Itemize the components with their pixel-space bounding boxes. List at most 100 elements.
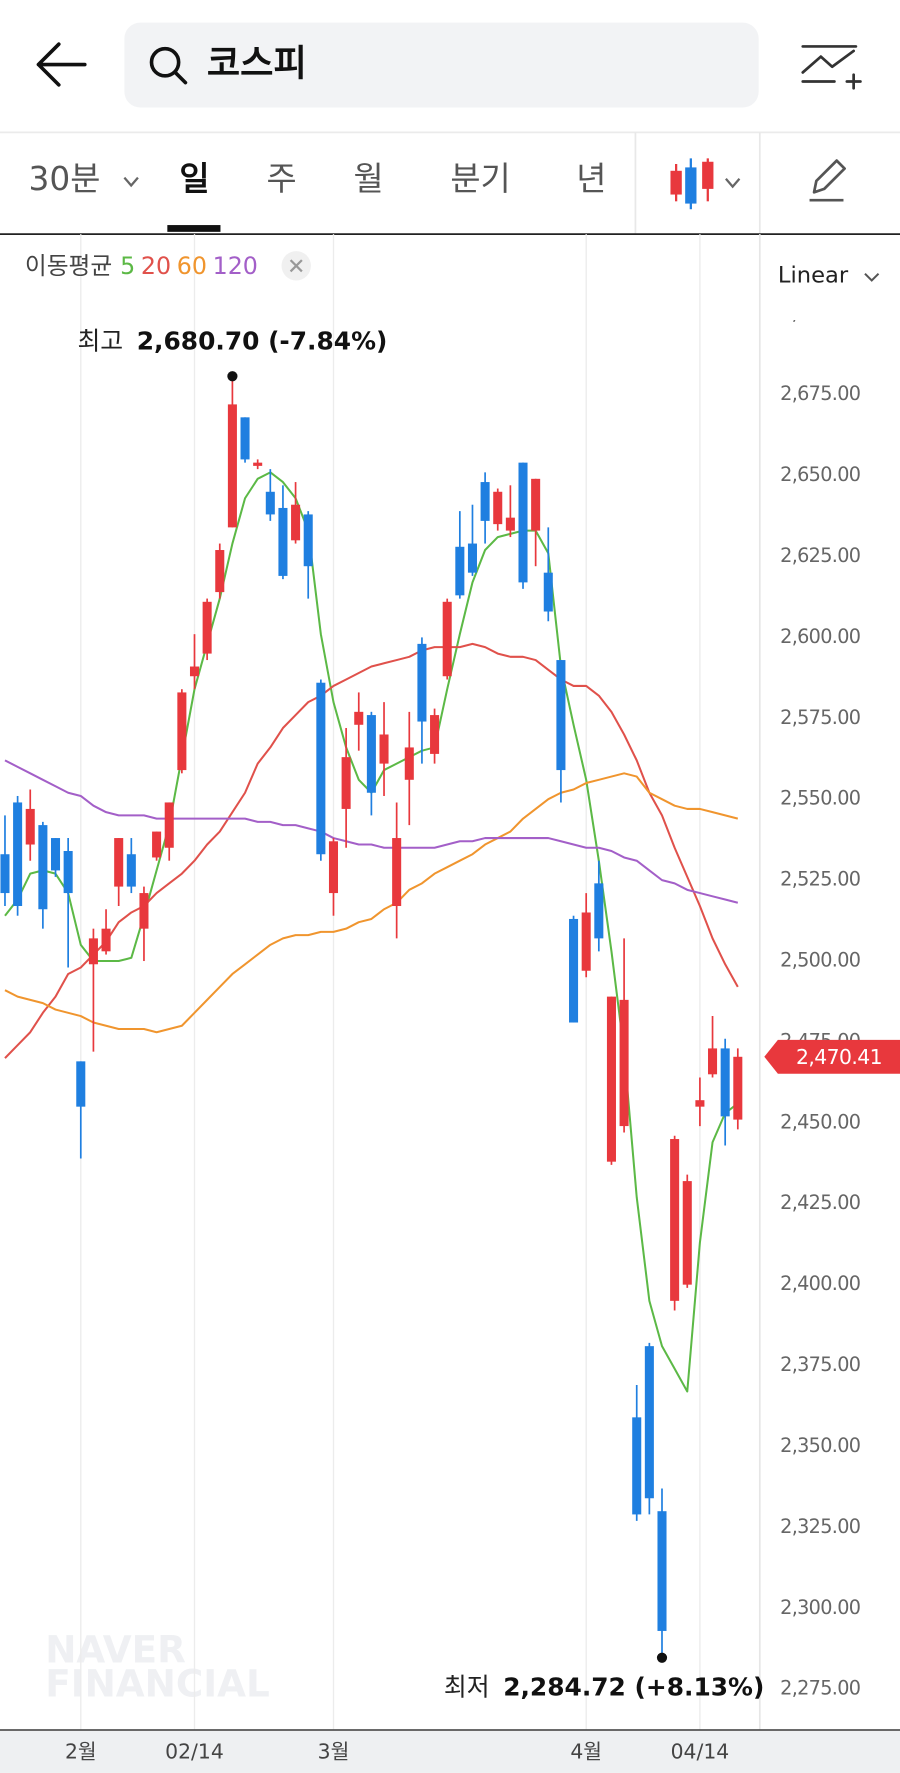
tab[interactable]: 주 — [266, 160, 296, 198]
candle-body — [720, 1048, 730, 1117]
candle-body — [328, 841, 339, 894]
candle-body — [480, 482, 490, 521]
tab[interactable]: 월 — [354, 160, 384, 198]
candle-body — [670, 1139, 680, 1301]
search-icon — [149, 46, 188, 85]
x-tick-label: 04/14 — [671, 1740, 730, 1764]
compare-button[interactable] — [801, 45, 862, 90]
candle-body — [366, 715, 376, 793]
legend-entry: 60 — [177, 251, 207, 279]
extreme-caption: 최저 — [444, 1672, 490, 1701]
x-axis-band — [0, 1729, 900, 1773]
candle-body — [152, 831, 162, 858]
candle-body — [543, 572, 553, 612]
extreme-value: 2,284.72 (+8.13%) — [503, 1672, 764, 1701]
candle-body — [164, 802, 174, 848]
candle-body — [619, 999, 629, 1127]
watermark-text: NAVER — [45, 1627, 186, 1671]
tab[interactable]: 일 — [179, 160, 209, 198]
candle-body — [467, 543, 477, 573]
y-tick-label: 2,275.00 — [780, 1677, 860, 1700]
candle-body — [392, 838, 402, 907]
extreme-dot — [227, 371, 238, 382]
search-box[interactable] — [124, 22, 759, 108]
legend-title: 이동평균 — [25, 251, 112, 279]
legend-entry: 120 — [213, 251, 258, 279]
candle-body — [404, 747, 414, 780]
candle-body — [189, 666, 200, 677]
candle-body — [303, 514, 313, 567]
candle-body — [88, 938, 98, 965]
ma-line — [4, 772, 739, 1034]
y-tick-label: 2,575.00 — [780, 706, 860, 729]
candle-body — [569, 918, 579, 1023]
candle-body — [101, 928, 111, 952]
candle-body — [379, 734, 389, 764]
watermark-text: FINANCIAL — [45, 1661, 270, 1705]
candle-body — [202, 601, 212, 654]
candle-body — [442, 601, 452, 677]
back-button[interactable] — [36, 42, 87, 87]
y-tick-label: 2,400.00 — [780, 1272, 860, 1295]
candle-body — [581, 912, 591, 971]
price-tag-label: 2,470.41 — [796, 1045, 882, 1069]
candles — [0, 376, 743, 1658]
candle-body — [63, 850, 73, 894]
candle-body — [518, 462, 528, 583]
y-axis: 2,275.00 2,300.00 2,325.00 2,350.00 2,375.00… — [780, 320, 861, 1700]
y-tick-label: 2,325.00 — [780, 1515, 860, 1538]
candle-body — [417, 643, 427, 722]
extreme-value: 2,680.70 (-7.84%) — [137, 326, 388, 355]
chevron — [864, 272, 880, 282]
candle-body — [38, 825, 48, 910]
draw-button[interactable] — [809, 159, 846, 202]
x-tick-label: 2월 — [65, 1740, 97, 1764]
ma-line — [4, 642, 739, 1059]
legend-entry: 5 — [120, 251, 135, 279]
candle-body — [291, 504, 301, 541]
candle-body — [13, 802, 23, 907]
candle-body — [430, 715, 440, 754]
y-tick-label: 2,425.00 — [780, 1191, 860, 1214]
extreme-label: 최고 2,680.70 (-7.84%) — [77, 326, 387, 355]
y-tick-label: 2,300.00 — [780, 1596, 860, 1619]
candle-body — [505, 517, 515, 531]
extreme-caption: 최고 — [77, 326, 123, 355]
tab[interactable]: 년 — [576, 160, 606, 198]
y-tick-label: 2,550.00 — [780, 787, 860, 810]
extreme-label: 최저 2,284.72 (+8.13%) — [444, 1672, 764, 1701]
candle-body — [556, 660, 566, 771]
candle-body — [733, 1056, 743, 1120]
candle-body — [265, 491, 275, 515]
extreme-dot — [656, 1652, 668, 1663]
grid — [80, 234, 701, 1730]
chart-type-button[interactable] — [670, 158, 741, 210]
candle-body — [531, 478, 541, 531]
tab-bar: 30분 일 주 월 분기 년 — [29, 160, 607, 198]
candle-body — [240, 417, 250, 460]
search-text[interactable]: 코스피 — [207, 42, 307, 85]
moving-averages — [4, 471, 739, 1393]
tab[interactable]: 30분 — [29, 160, 101, 198]
y-tick-label: 2,650.00 — [780, 463, 860, 486]
candle-body — [594, 883, 604, 939]
tab[interactable]: 분기 — [450, 160, 510, 198]
x-tick-label: 02/14 — [165, 1740, 224, 1764]
scale-mode[interactable]: Linear — [778, 262, 849, 288]
candle-body — [682, 1181, 692, 1285]
candle-body — [632, 1417, 642, 1515]
candle-body — [493, 491, 503, 525]
candle-body — [0, 854, 10, 894]
legend-close[interactable] — [281, 251, 311, 281]
y-tick-label: 2,350.00 — [780, 1434, 860, 1457]
candle-body — [455, 546, 465, 596]
legend-entry: 20 — [141, 251, 171, 279]
x-axis: 2월 02/14 3월 4월 04/14 — [65, 1740, 729, 1764]
y-tick-label: 2,500.00 — [780, 949, 860, 972]
candle-body — [316, 682, 326, 855]
y-tick-label: 2,600.00 — [780, 625, 860, 648]
price-tag — [764, 1039, 900, 1074]
tab-underline — [167, 225, 221, 232]
x-tick-label: 3월 — [318, 1740, 350, 1764]
